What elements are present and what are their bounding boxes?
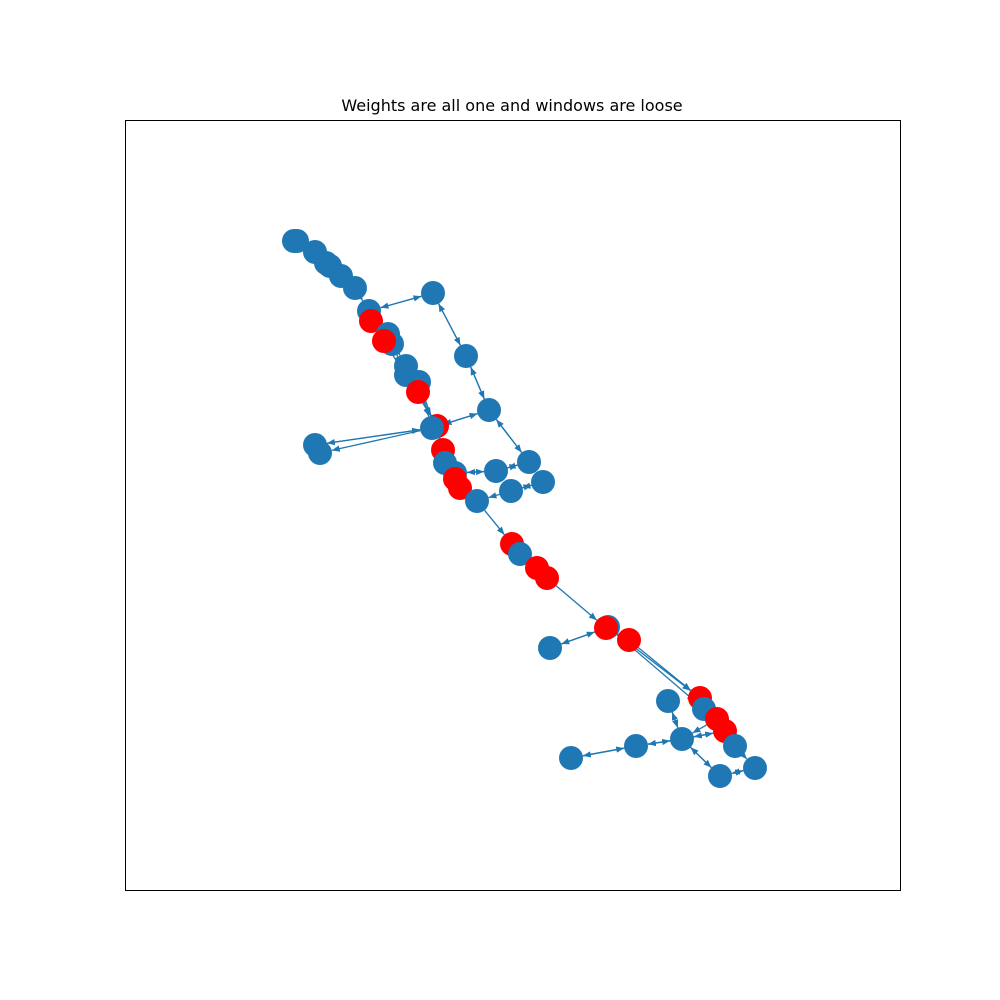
graph-node-n2 [285, 229, 309, 253]
graph-edge-n40-n42 [637, 647, 692, 691]
graph-node-n21 [420, 416, 444, 440]
graph-node-n33 [465, 489, 489, 513]
graph-node-n10 [359, 309, 383, 333]
graph-edge-n47-n46 [693, 731, 714, 738]
graph-node-n43 [656, 689, 680, 713]
graph-node-n41 [538, 636, 562, 660]
graph-node-n51 [743, 756, 767, 780]
graph-node-n28 [484, 459, 508, 483]
graph-node-n7 [343, 276, 367, 300]
graph-edge-n28-n27 [507, 464, 518, 471]
graph-edge-n51-n52 [731, 768, 744, 775]
graph-node-n19 [477, 398, 501, 422]
graph-edge-n50-n49 [582, 746, 625, 757]
plot-title: Weights are all one and windows are loos… [341, 96, 682, 115]
graph-edge-n48-n51 [739, 751, 748, 760]
graph-edge-n41-n39 [561, 631, 595, 645]
graph-edge-n32-n33 [488, 492, 500, 499]
graph-edge-n7-n9 [355, 292, 364, 302]
graph-node-n40 [617, 628, 641, 652]
graph-edge-n32-n29 [522, 484, 532, 491]
graph-node-n29 [531, 470, 555, 494]
graph-edge-n33-n34 [484, 509, 505, 536]
graph-edge-n8-n9 [380, 295, 422, 309]
graph-node-n23 [308, 441, 332, 465]
graph-edge-n52-n47 [690, 746, 712, 769]
graph-edge-n49-n47 [647, 738, 671, 746]
graph-node-n13 [372, 329, 396, 353]
graph-node-n39 [594, 616, 618, 640]
graph-edge-n45-n47 [692, 724, 707, 734]
graph-edge-n22-n21 [326, 427, 421, 444]
graph-node-n31 [448, 476, 472, 500]
graph-edge-n37-n39 [555, 585, 598, 621]
graph-node-n32 [499, 479, 523, 503]
graph-edge-n21-n23 [331, 429, 421, 452]
graph-edge-n19-n14 [470, 366, 485, 400]
graph-edge-n21-n19 [443, 412, 478, 426]
graph-node-n27 [517, 450, 541, 474]
nodes-layer [282, 229, 767, 788]
graph-node-n35 [508, 542, 532, 566]
graph-node-n48 [723, 734, 747, 758]
graph-node-n52 [708, 764, 732, 788]
graph-edge-n14-n8 [437, 303, 462, 346]
graph-node-n49 [624, 734, 648, 758]
graph-node-n37 [535, 566, 559, 590]
graph-edge-n26-n28 [466, 468, 485, 476]
graph-edge-n47-n43 [671, 712, 679, 728]
graph-node-n14 [454, 344, 478, 368]
graph-node-n8 [421, 281, 445, 305]
graph-edge-n27-n19 [495, 419, 523, 453]
graph-node-n50 [559, 746, 583, 770]
plot-frame [125, 120, 901, 891]
graph-node-n47 [670, 727, 694, 751]
graph-node-n18 [406, 380, 430, 404]
